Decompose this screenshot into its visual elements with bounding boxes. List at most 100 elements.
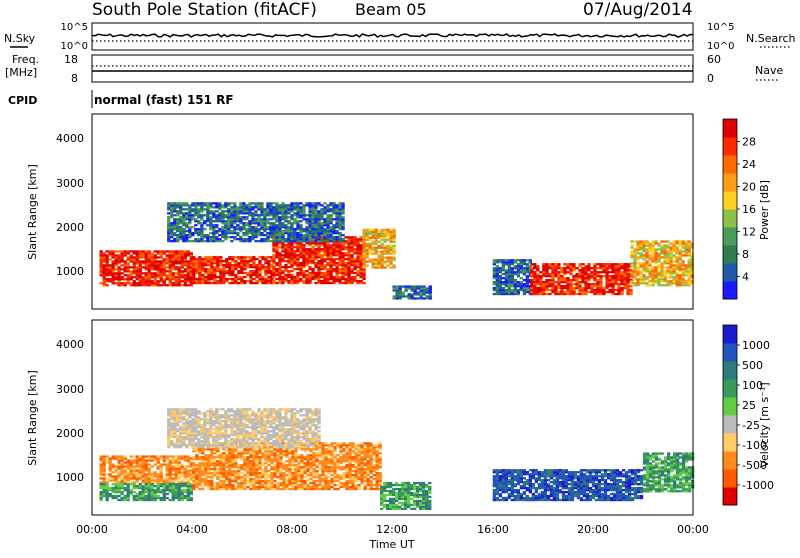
heatmap-cell <box>213 472 216 474</box>
heatmap-cell <box>375 261 378 263</box>
heatmap-cell <box>347 282 350 284</box>
heatmap-cell <box>178 465 181 467</box>
heatmap-cell <box>210 488 213 490</box>
heatmap-cell <box>182 234 185 236</box>
heatmap-cell <box>195 260 198 262</box>
heatmap-cell <box>670 276 673 278</box>
heatmap-cell <box>670 252 673 254</box>
heatmap-cell <box>657 252 660 254</box>
heatmap-region-5 <box>393 285 432 299</box>
heatmap-cell <box>198 260 201 262</box>
heatmap-cell <box>284 252 287 254</box>
heatmap-cell <box>136 487 139 489</box>
heatmap-cell <box>270 484 273 486</box>
heatmap-cell <box>305 264 308 266</box>
heatmap-cell <box>341 224 344 226</box>
heatmap-cell <box>151 477 154 479</box>
heatmap-cell <box>269 232 272 234</box>
heatmap-cell <box>230 212 233 214</box>
heatmap-cell <box>264 454 267 456</box>
heatmap-cell <box>109 258 112 260</box>
heatmap-cell <box>311 276 314 278</box>
heatmap-cell <box>201 280 204 282</box>
heatmap-cell <box>248 226 251 228</box>
heatmap-cell <box>381 239 384 241</box>
heatmap-cell <box>197 234 200 236</box>
heatmap-cell <box>350 278 353 280</box>
heatmap-cell <box>154 258 157 260</box>
heatmap-cell <box>288 466 291 468</box>
heatmap-cell <box>178 491 181 493</box>
heatmap-cell <box>254 226 257 228</box>
heatmap-cell <box>514 289 517 291</box>
heatmap-cell <box>526 259 529 261</box>
heatmap-cell <box>248 206 251 208</box>
heatmap-cell <box>157 252 160 254</box>
heatmap-cell <box>130 278 133 280</box>
heatmap-cell <box>267 484 270 486</box>
heatmap-cell <box>308 226 311 228</box>
heatmap-cell <box>311 232 314 234</box>
heatmap-cell <box>620 291 623 293</box>
heatmap-cell <box>285 488 288 490</box>
heatmap-cell <box>172 282 175 284</box>
heatmap-cell <box>317 210 320 212</box>
heatmap-cell <box>267 488 270 490</box>
heatmap-cell <box>287 236 290 238</box>
heatmap-cell <box>654 272 657 274</box>
heatmap-cell <box>526 291 529 293</box>
heatmap-cell <box>288 470 291 472</box>
heatmap-cell <box>682 246 685 248</box>
heatmap-cell <box>246 470 249 472</box>
heatmap-region-6 <box>493 259 532 295</box>
heatmap-cell <box>517 265 520 267</box>
heatmap-cell <box>578 283 581 285</box>
heatmap-cell <box>623 285 626 287</box>
heatmap-cell <box>281 210 284 212</box>
heatmap-cell <box>279 476 282 478</box>
heatmap-cell <box>148 479 151 481</box>
heatmap-cell <box>130 465 133 467</box>
heatmap-cell <box>626 281 629 283</box>
heatmap-cell <box>195 480 198 482</box>
heatmap-cell <box>136 282 139 284</box>
heatmap-cell <box>335 230 338 232</box>
heatmap-cell <box>302 252 305 254</box>
heatmap-cell <box>154 282 157 284</box>
heatmap-cell <box>175 467 178 469</box>
heatmap-cell <box>614 267 617 269</box>
power-colorbar-swatch <box>723 137 737 156</box>
heatmap-cell <box>362 253 365 255</box>
heatmap-cell <box>100 272 103 274</box>
heatmap-cell <box>285 452 288 454</box>
heatmap-cell <box>139 497 142 499</box>
heatmap-cell <box>133 473 136 475</box>
heatmap-cell <box>176 202 179 204</box>
heatmap-cell <box>311 278 314 280</box>
heatmap-cell <box>139 282 142 284</box>
heatmap-cell <box>182 220 185 222</box>
heatmap-cell <box>645 270 648 272</box>
heatmap-cell <box>127 485 130 487</box>
heatmap-cell <box>258 466 261 468</box>
heatmap-cell <box>207 480 210 482</box>
heatmap-cell <box>505 271 508 273</box>
heatmap-cell <box>227 236 230 238</box>
heatmap-cell <box>323 222 326 224</box>
heatmap-cell <box>160 264 163 266</box>
heatmap-cell <box>502 261 505 263</box>
heatmap-cell <box>291 486 294 488</box>
heatmap-cell <box>523 259 526 261</box>
heatmap-cell <box>160 485 163 487</box>
heatmap-cell <box>344 236 347 238</box>
heatmap-cell <box>103 252 106 254</box>
heatmap-cell <box>272 212 275 214</box>
heatmap-cell <box>314 278 317 280</box>
heatmap-cell <box>245 230 248 232</box>
heatmap-cell <box>281 280 284 282</box>
heatmap-cell <box>231 266 234 268</box>
heatmap-cell <box>257 208 260 210</box>
heatmap-cell <box>563 277 566 279</box>
heatmap-cell <box>314 234 317 236</box>
heatmap-cell <box>356 240 359 242</box>
